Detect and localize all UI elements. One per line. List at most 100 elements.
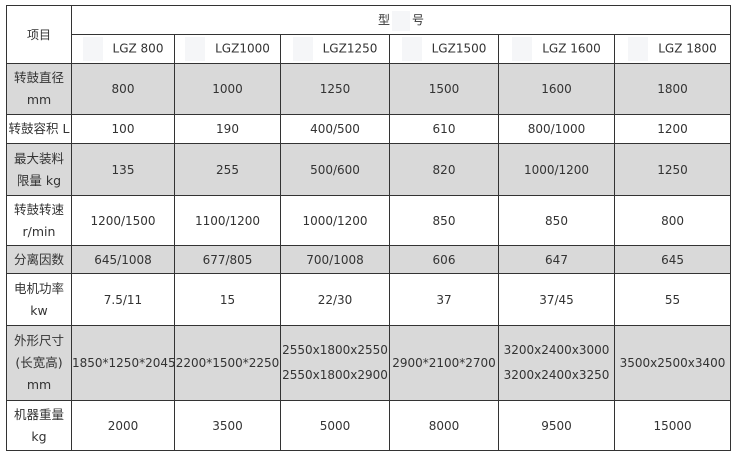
table-cell: 1500 — [389, 63, 499, 115]
row-label: 最大装料限量 kg — [6, 143, 72, 196]
model-name: LGZ1250 — [322, 41, 378, 56]
table-cell: 37/45 — [498, 273, 615, 326]
row-label: 转鼓容积 L — [6, 114, 72, 144]
row-label: 转鼓直径 mm — [6, 63, 72, 115]
table-cell: 1250 — [280, 63, 390, 115]
table-cell: 647 — [498, 245, 615, 274]
row-label: 电机功率 kw — [6, 273, 72, 326]
row-label-line: mm — [26, 92, 52, 107]
header-model-left: 型 — [378, 13, 391, 27]
table-cell: 100 — [71, 114, 175, 144]
row-label-line: 转鼓直径 — [13, 70, 64, 85]
model-header-0: LGZ 800 — [71, 34, 175, 64]
table-cell: 800 — [71, 63, 175, 115]
table-cell: 2000 — [71, 400, 175, 451]
table-cell: 3500x2500x3400 — [613, 325, 732, 401]
table-cell: 37 — [389, 273, 499, 326]
table-cell: 190 — [174, 114, 281, 144]
table-cell: 1000/1200 — [498, 143, 615, 196]
table-cell: 2200*1500*2250 — [174, 325, 281, 401]
placeholder-box — [628, 37, 649, 61]
table-row: 机器重量 kg 2000 3500 5000 8000 9500 15000 — [6, 400, 732, 451]
table-cell: 1250 — [613, 143, 732, 196]
row-label: 机器重量 kg — [6, 400, 72, 451]
table-cell: 7.5/11 — [71, 273, 175, 326]
table-cell: 2550x1800x2550 2550x1800x2900 — [280, 325, 390, 401]
table-row: 最大装料 限量 kg 135 255 500/600 820 1000/1200 1250 — [6, 143, 732, 196]
model-name: LGZ 1600 — [542, 41, 601, 56]
row-label-line: (长宽高) — [15, 355, 63, 370]
table-cell: 700/1008 — [280, 245, 390, 274]
table-cell: 2900*2100*2700 — [389, 325, 499, 401]
header-model-right: 号 — [412, 13, 425, 27]
table-cell: 3500 — [174, 400, 281, 451]
table-cell: 135 — [71, 143, 175, 196]
table-cell: 15000 — [613, 400, 732, 451]
table-cell: 1000/1200 — [280, 195, 390, 246]
table-cell: 1200 — [613, 114, 732, 144]
table-cell: 3200x2400x3000 3200x2400x3250 — [498, 325, 615, 401]
row-label-line: 最大装料 — [13, 150, 64, 166]
model-name: LGZ 800 — [112, 41, 164, 56]
placeholder-box — [292, 37, 313, 61]
row-label-line: 限量 kg — [16, 172, 62, 188]
model-name: LGZ 1800 — [658, 41, 717, 56]
table-cell: 400/500 — [280, 114, 390, 144]
row-label: 外形尺寸 (长宽高) mm — [6, 325, 72, 401]
table-cell: 820 — [389, 143, 499, 196]
table-cell: 850 — [498, 195, 615, 246]
table-cell: 645 — [613, 245, 732, 274]
table-cell: 15 — [174, 273, 281, 326]
table-cell: 1800 — [613, 63, 732, 115]
table-cell: 606 — [389, 245, 499, 274]
row-label: 转鼓转速 r/min — [6, 195, 72, 246]
placeholder-box — [401, 37, 422, 61]
header-model: 型号 — [70, 5, 732, 35]
row-label: 分离因数 — [6, 245, 72, 274]
row-label-line: r/min — [22, 223, 56, 239]
table-cell: 8000 — [389, 400, 499, 451]
row-label-line: kg — [31, 428, 47, 444]
row-label-line: 分离因数 — [13, 251, 64, 267]
model-header-3: LGZ1500 — [389, 34, 499, 64]
table-cell: 9500 — [498, 400, 615, 451]
table-cell: 500/600 — [280, 143, 390, 196]
table-row: 电机功率 kw 7.5/11 15 22/30 37 37/45 55 — [6, 273, 732, 326]
table-cell: 1000 — [174, 63, 281, 115]
header-item: 项目 — [6, 5, 72, 64]
spec-table: 项目 型号 LGZ 800 LGZ1000 LGZ1250 LGZ1500 LGZ 16… — [6, 5, 732, 451]
table-cell: 1850*1250*2045 — [71, 325, 176, 401]
table-row: 外形尺寸 (长宽高) mm 1850*1250*2045 2200*1500*2250 2… — [6, 325, 732, 401]
row-label-line: 转鼓容积 L — [8, 121, 70, 136]
model-name: LGZ1500 — [431, 41, 487, 56]
model-header-4: LGZ 1600 — [498, 34, 615, 64]
placeholder-box — [185, 37, 206, 61]
table-cell: 255 — [174, 143, 281, 196]
row-label-line: mm — [26, 377, 52, 392]
table-cell: 5000 — [280, 400, 390, 451]
table-cell: 22/30 — [280, 273, 390, 326]
table-row: 转鼓转速 r/min 1200/1500 1100/1200 1000/1200 850 8… — [6, 195, 732, 246]
table-cell: 645/1008 — [71, 245, 175, 274]
table-cell: 610 — [389, 114, 499, 144]
row-label-line: 转鼓转速 — [13, 201, 64, 217]
row-label-line: 外形尺寸 — [13, 333, 64, 348]
row-label-line: kw — [30, 302, 48, 318]
model-header-1: LGZ1000 — [174, 34, 281, 64]
table-cell: 677/805 — [174, 245, 281, 274]
model-header-2: LGZ1250 — [280, 34, 390, 64]
table-row: 分离因数 645/1008 677/805 700/1008 606 647 645 — [6, 245, 732, 274]
table-row: 转鼓容积 L 100 190 400/500 610 800/1000 1200 — [6, 114, 732, 144]
model-name: LGZ1000 — [215, 41, 270, 56]
table-cell: 800/1000 — [498, 114, 615, 144]
table-cell: 850 — [389, 195, 499, 246]
placeholder-box — [392, 10, 411, 31]
table-cell: 1200/1500 — [71, 195, 175, 246]
model-header-5: LGZ 1800 — [613, 34, 732, 64]
table-cell: 55 — [613, 273, 732, 326]
table-cell: 1600 — [498, 63, 615, 115]
table-row: 转鼓直径 mm 800 1000 1250 1500 1600 1800 — [6, 63, 732, 115]
row-label-line: 机器重量 — [13, 406, 64, 422]
table-cell: 800 — [613, 195, 732, 246]
placeholder-box — [82, 37, 103, 61]
